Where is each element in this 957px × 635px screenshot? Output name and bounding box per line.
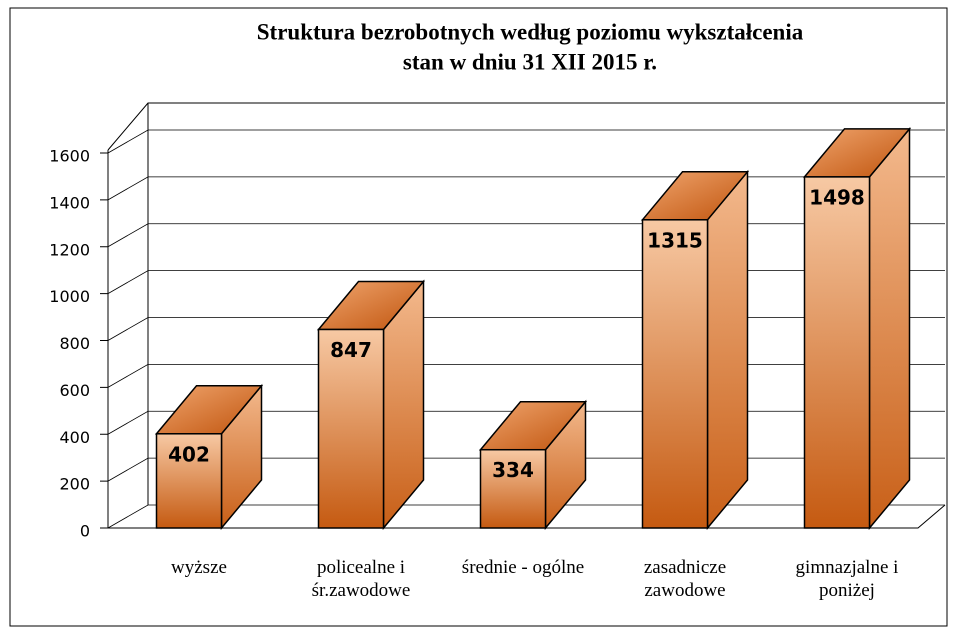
data-label: 402 [168, 442, 210, 466]
x-tick-label: policealne i śr.zawodowe [311, 557, 411, 601]
bar-side [706, 169, 749, 531]
y-tick-label: 0 [80, 522, 90, 541]
data-label: 334 [492, 458, 534, 482]
chart-title: Struktura bezrobotnych według poziomu wy… [257, 19, 804, 44]
x-tick-label: gimnazjalne i poniżej [795, 557, 899, 601]
grid-line [107, 129, 945, 154]
y-tick-label: 200 [59, 475, 90, 494]
data-label: 847 [330, 338, 372, 362]
data-label: 1315 [647, 228, 703, 252]
bar [317, 328, 385, 529]
plot-walls [100, 102, 946, 529]
y-tick-label: 1200 [49, 240, 90, 259]
bar [641, 219, 709, 529]
y-tick-label: 600 [59, 381, 90, 400]
chart-subtitle: stan w dniu 31 XII 2015 r. [403, 49, 657, 74]
bar [479, 448, 547, 529]
bar [803, 176, 871, 529]
x-tick-label: zasadnicze zawodowe [643, 557, 727, 601]
y-tick-label: 1400 [49, 193, 90, 212]
y-tick-label: 1000 [49, 287, 90, 306]
y-tick-label: 1600 [49, 147, 90, 166]
bar-side [868, 126, 911, 531]
data-label: 1498 [809, 185, 865, 209]
y-tick-label: 800 [59, 334, 90, 353]
x-tick-label: wyższe [171, 557, 227, 578]
x-tick-label: średnie - ogólne [461, 557, 585, 578]
bar [155, 433, 223, 529]
y-tick-label: 400 [59, 428, 90, 447]
